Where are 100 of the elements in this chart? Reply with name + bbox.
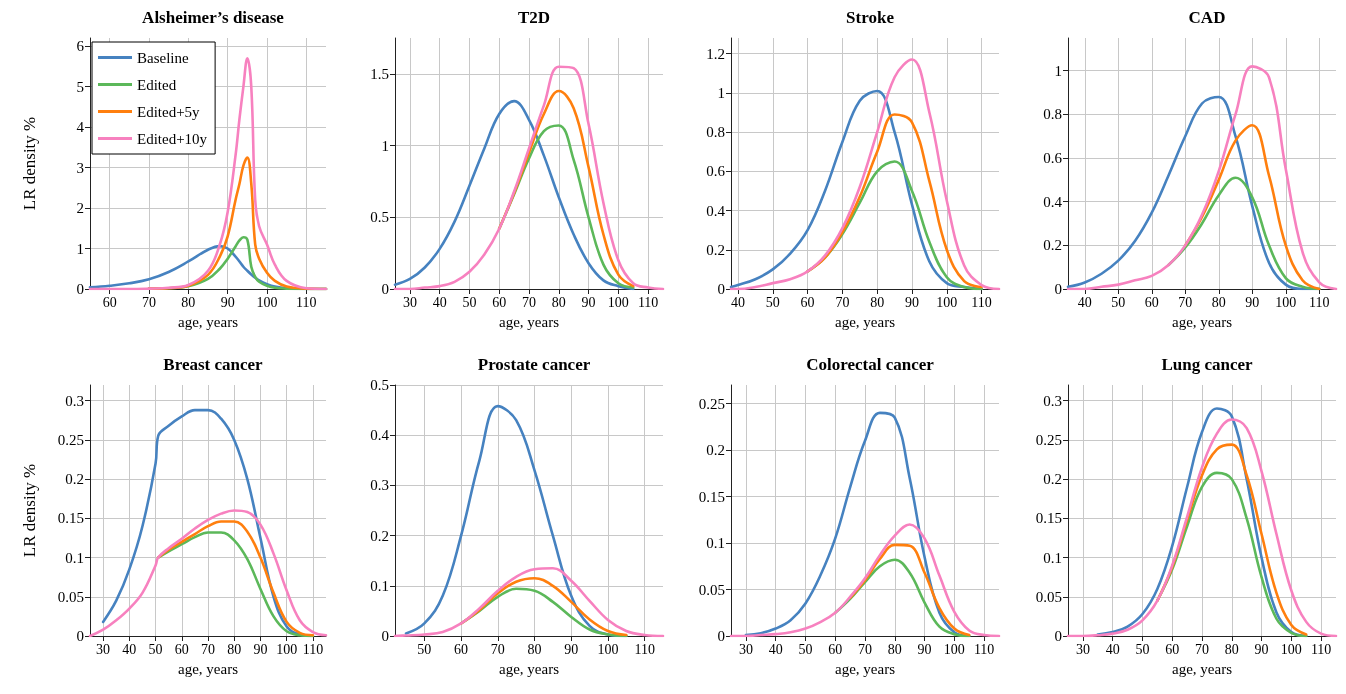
x-tick-label: 50 xyxy=(461,294,476,310)
x-tick-label: 40 xyxy=(1077,294,1092,310)
y-tick-label: 0.3 xyxy=(65,392,84,409)
chart-title: Lung cancer xyxy=(1160,355,1253,374)
y-tick-label: 0 xyxy=(1054,628,1062,644)
x-tick-label: 110 xyxy=(637,294,658,310)
x-tick-label: 40 xyxy=(768,641,783,657)
chart-title: CAD xyxy=(1188,8,1225,27)
chart-title: T2D xyxy=(517,8,550,27)
x-tick-label: 90 xyxy=(220,294,235,310)
x-tick-label: 50 xyxy=(1134,641,1149,657)
y-tick-label: 0.2 xyxy=(65,471,84,488)
x-tick-label: 60 xyxy=(174,641,189,657)
x-tick-label: 60 xyxy=(491,294,506,310)
x-tick-label: 90 xyxy=(581,294,596,310)
x-tick-label: 100 xyxy=(1280,641,1302,657)
y-tick-label: 6 xyxy=(76,38,85,55)
chart-title: Colorectal cancer xyxy=(806,355,935,374)
x-tick-label: 60 xyxy=(1144,294,1159,310)
chart-title: Prostate cancer xyxy=(477,355,591,374)
x-tick-label: 70 xyxy=(142,294,156,310)
x-tick-label: 110 xyxy=(973,641,995,657)
legend-label: Baseline xyxy=(137,49,189,66)
y-tick-label: 3 xyxy=(76,159,84,176)
x-tick-label: 30 xyxy=(96,641,111,657)
y-tick-label: 0.25 xyxy=(698,395,725,412)
x-tick-label: 80 xyxy=(527,641,542,657)
y-tick-label: 0.1 xyxy=(65,549,84,566)
x-tick-label: 110 xyxy=(1310,641,1331,657)
y-tick-label: 0 xyxy=(76,281,84,297)
x-tick-label: 80 xyxy=(551,294,566,310)
legend-label: Edited+5y xyxy=(137,103,201,120)
x-tick-label: 90 xyxy=(253,641,268,657)
x-tick-label: 60 xyxy=(102,294,117,310)
y-tick-label: 0 xyxy=(717,281,725,297)
y-tick-label: 1 xyxy=(76,240,84,257)
x-axis-title: age, years xyxy=(498,313,559,330)
x-tick-label: 100 xyxy=(936,294,958,310)
y-tick-label: 0 xyxy=(381,281,389,297)
x-tick-label: 80 xyxy=(1211,294,1226,310)
y-tick-label: 0.1 xyxy=(706,535,725,552)
x-axis-title: age, years xyxy=(498,660,559,677)
x-tick-label: 70 xyxy=(490,641,505,657)
y-tick-label: 0.8 xyxy=(706,124,725,141)
x-tick-label: 100 xyxy=(607,294,629,310)
x-tick-label: 70 xyxy=(835,294,850,310)
y-tick-label: 0.2 xyxy=(1042,471,1062,488)
chart-title: Breast cancer xyxy=(163,355,264,374)
x-tick-label: 50 xyxy=(1110,294,1125,310)
x-tick-label: 100 xyxy=(256,294,278,310)
x-tick-label: 60 xyxy=(800,294,815,310)
y-tick-label: 0.4 xyxy=(369,427,389,444)
x-tick-label: 40 xyxy=(1105,641,1120,657)
x-tick-label: 50 xyxy=(798,641,813,657)
y-tick-label: 0 xyxy=(381,628,389,644)
x-tick-label: 80 xyxy=(227,641,242,657)
y-tick-label: 4 xyxy=(76,119,85,136)
x-tick-label: 50 xyxy=(148,641,163,657)
x-tick-label: 80 xyxy=(887,641,902,657)
y-tick-label: 0.15 xyxy=(698,488,725,505)
y-tick-label: 0.15 xyxy=(57,510,84,527)
chart-title: Alsheimer’s disease xyxy=(142,8,285,27)
x-tick-label: 80 xyxy=(870,294,885,310)
x-tick-label: 40 xyxy=(122,641,137,657)
x-tick-label: 110 xyxy=(296,294,317,310)
chart-title: Stroke xyxy=(846,8,895,27)
x-tick-label: 90 xyxy=(917,641,932,657)
x-tick-label: 40 xyxy=(730,294,745,310)
line-series xyxy=(393,99,635,291)
y-tick-label: 1.5 xyxy=(369,65,389,82)
x-tick-label: 100 xyxy=(276,641,298,657)
y-tick-label: 0 xyxy=(76,628,84,644)
x-axis-title: age, years xyxy=(1171,313,1232,330)
y-tick-label: 5 xyxy=(76,78,84,95)
y-tick-label: 1 xyxy=(717,84,725,101)
x-tick-label: 60 xyxy=(1164,641,1179,657)
y-tick-label: 1 xyxy=(1054,62,1062,79)
y-tick-label: 0.4 xyxy=(706,202,726,219)
y-tick-label: 0.1 xyxy=(369,577,389,594)
y-tick-label: 0.1 xyxy=(1042,549,1062,566)
x-axis-title: age, years xyxy=(178,660,239,677)
x-tick-label: 50 xyxy=(416,641,431,657)
y-axis-title: LR density % xyxy=(20,463,39,558)
x-tick-label: 30 xyxy=(1075,641,1090,657)
y-tick-label: 1 xyxy=(381,137,389,154)
x-tick-label: 110 xyxy=(302,641,324,657)
x-tick-label: 90 xyxy=(563,641,578,657)
x-tick-label: 80 xyxy=(181,294,196,310)
legend-label: Edited xyxy=(137,76,177,93)
x-tick-label: 90 xyxy=(1254,641,1269,657)
y-tick-label: 0.15 xyxy=(1035,510,1062,527)
y-tick-label: 0.2 xyxy=(706,442,725,459)
y-tick-label: 0.25 xyxy=(57,431,84,448)
y-tick-label: 0.05 xyxy=(1035,588,1062,605)
y-tick-label: 0.6 xyxy=(706,163,726,180)
x-axis-title: age, years xyxy=(1171,660,1232,677)
y-tick-label: 0.8 xyxy=(1042,106,1062,123)
x-tick-label: 30 xyxy=(402,294,417,310)
y-tick-label: 2 xyxy=(76,200,84,217)
x-axis-title: age, years xyxy=(835,313,896,330)
